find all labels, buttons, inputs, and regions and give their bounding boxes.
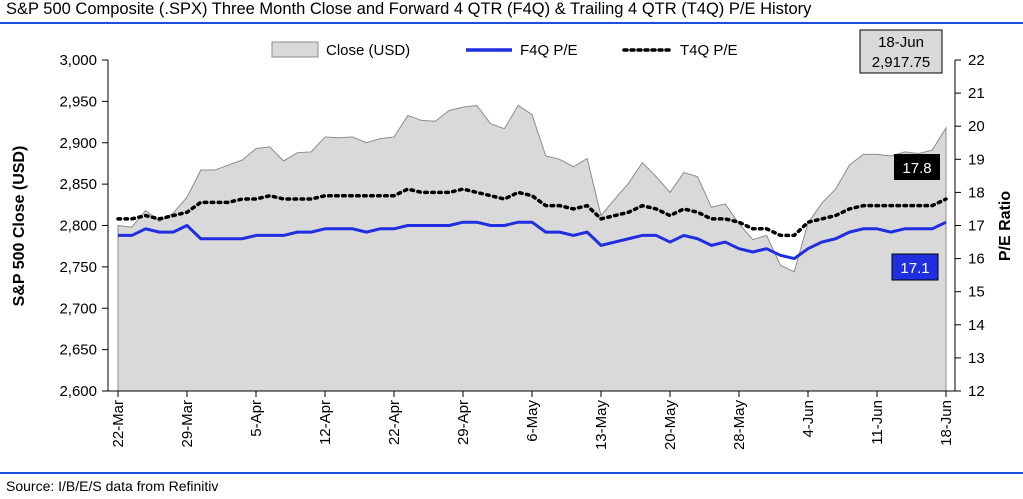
x-tick-label: 5-Apr — [248, 400, 265, 437]
right-tick-label: 21 — [968, 85, 985, 102]
x-tick-label: 29-Apr — [455, 400, 472, 445]
f4q-last-callout: 17.1 — [891, 253, 939, 281]
right-tick-label: 20 — [968, 118, 985, 135]
left-tick-label: 2,650 — [59, 342, 97, 359]
source-note: Source: I/B/E/S data from Refinitiv — [6, 478, 219, 494]
x-tick-label: 4-Jun — [800, 400, 817, 438]
left-tick-label: 2,950 — [59, 93, 97, 110]
t4q-last-callout: 17.8 — [894, 154, 940, 180]
x-tick-label: 22-Mar — [110, 400, 127, 448]
right-tick-label: 12 — [968, 383, 985, 400]
latest-close-callout: 18-Jun 2,917.75 — [859, 29, 943, 74]
left-tick-label: 2,900 — [59, 135, 97, 152]
right-tick-label: 14 — [968, 317, 985, 334]
left-axis-title: S&P 500 Close (USD) — [11, 146, 28, 307]
right-tick-label: 22 — [968, 52, 985, 69]
x-tick-label: 28-May — [731, 400, 748, 451]
left-axis-ticks: 2,600 2,650 2,700 2,750 2,800 2,850 2,900 2,950… — [59, 52, 108, 400]
x-tick-label: 18-Jun — [938, 400, 955, 446]
right-tick-label: 18 — [968, 184, 985, 201]
f4q-last-box — [891, 253, 939, 281]
latest-close-value: 2,917.75 — [872, 54, 930, 71]
f4q-last-value: 17.1 — [900, 260, 929, 277]
latest-date-label: 18-Jun — [878, 34, 924, 51]
x-tick-label: 20-May — [662, 400, 679, 451]
pe-line-layer — [116, 187, 948, 261]
x-tick-label: 12-Apr — [317, 400, 334, 445]
right-tick-label: 13 — [968, 350, 985, 367]
right-tick-label: 15 — [968, 284, 985, 301]
series-t4q-line — [116, 187, 948, 238]
close-area-layer — [117, 104, 947, 392]
legend-close-swatch — [271, 41, 319, 58]
legend-f4q-label: F4Q P/E — [520, 42, 578, 59]
right-axis-title: P/E Ratio — [997, 191, 1014, 261]
x-axis-ticks: 22-Mar 29-Mar 5-Apr 12-Apr 22-Apr 29-Apr 6-May… — [110, 391, 955, 450]
x-tick-label: 13-May — [593, 400, 610, 451]
t4q-last-box — [894, 154, 940, 180]
right-tick-label: 17 — [968, 218, 985, 235]
left-tick-label: 2,800 — [59, 218, 97, 235]
left-tick-label: 3,000 — [59, 52, 97, 69]
close-area — [117, 104, 947, 392]
right-tick-label: 19 — [968, 151, 985, 168]
x-tick-label: 11-Jun — [869, 400, 886, 445]
source-rule — [0, 472, 1023, 474]
right-tick-label: 16 — [968, 251, 985, 268]
left-tick-label: 2,700 — [59, 300, 97, 317]
left-tick-label: 2,850 — [59, 176, 97, 193]
x-tick-label: 6-May — [524, 400, 541, 442]
t4q-last-value: 17.8 — [902, 160, 931, 177]
legend-close-label: Close (USD) — [326, 42, 410, 59]
legend-t4q-label: T4Q P/E — [680, 42, 738, 59]
chart-canvas: 2,600 2,650 2,700 2,750 2,800 2,850 2,900 2,950… — [11, 29, 1014, 450]
right-axis-ticks: 12 13 14 15 16 17 18 19 20 21 22 — [955, 52, 985, 400]
legend: Close (USD) F4Q P/E T4Q P/E — [271, 41, 738, 59]
x-tick-label: 22-Apr — [386, 400, 403, 445]
left-tick-label: 2,600 — [59, 383, 97, 400]
chart-title: S&P 500 Composite (.SPX) Three Month Clo… — [6, 0, 812, 18]
latest-close-box — [859, 29, 943, 74]
series-f4q-line — [118, 220, 947, 261]
left-tick-label: 2,750 — [59, 259, 97, 276]
title-rule — [0, 22, 1023, 24]
x-tick-label: 29-Mar — [179, 400, 196, 448]
